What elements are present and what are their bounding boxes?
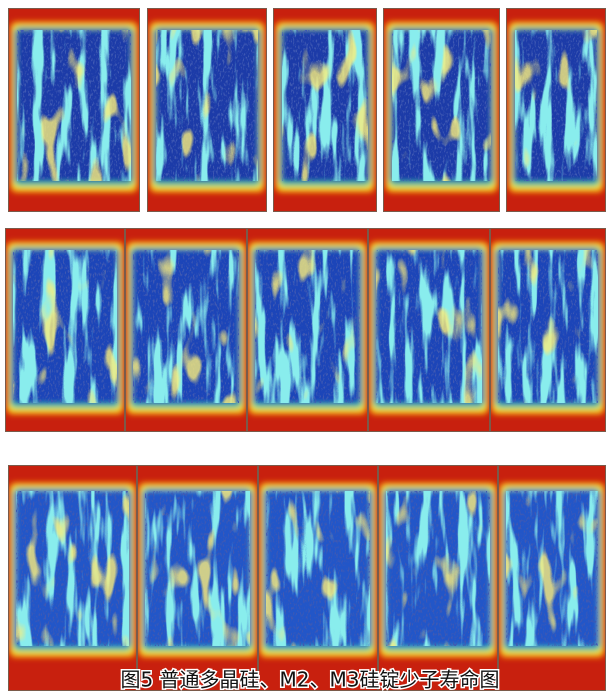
hot-spots xyxy=(145,491,250,646)
lifetime-map-figure: 图5 普通多晶硅、M2、M3硅锭少子寿命图 xyxy=(0,0,608,691)
ingot-panel xyxy=(258,465,378,691)
ingot-panel xyxy=(247,228,368,432)
panels xyxy=(5,8,606,691)
ingot-panel xyxy=(273,8,377,212)
ingot-panel xyxy=(383,8,500,212)
caption: 图5 普通多晶硅、M2、M3硅锭少子寿命图 xyxy=(120,668,499,691)
ingot-panel xyxy=(506,8,606,212)
hot-spots xyxy=(282,30,368,181)
ingot-panel xyxy=(147,8,267,212)
hot-spots xyxy=(376,250,482,403)
hot-spots xyxy=(133,250,239,403)
ingot-panel xyxy=(378,465,498,691)
hot-spots xyxy=(392,30,491,181)
hot-spots xyxy=(515,30,597,181)
hot-spots xyxy=(506,491,598,646)
ingot-panel xyxy=(5,228,125,432)
hot-spots xyxy=(386,491,490,646)
hot-spots xyxy=(16,491,129,646)
ingot-panel xyxy=(498,465,606,691)
ingot-panel xyxy=(368,228,490,432)
ingot-panel xyxy=(137,465,258,691)
hot-spots xyxy=(17,30,131,181)
ingot-panel xyxy=(8,8,140,212)
ingot-panel xyxy=(8,465,137,691)
hot-spots xyxy=(266,491,370,646)
hot-spots xyxy=(13,250,117,403)
hot-spots xyxy=(156,30,258,181)
hot-spots xyxy=(255,250,360,403)
page: 图5 普通多晶硅、M2、M3硅锭少子寿命图 (() => { const dat… xyxy=(0,0,608,691)
ingot-panel xyxy=(125,228,247,432)
ingot-panel xyxy=(490,228,606,432)
hot-spots xyxy=(498,250,598,403)
